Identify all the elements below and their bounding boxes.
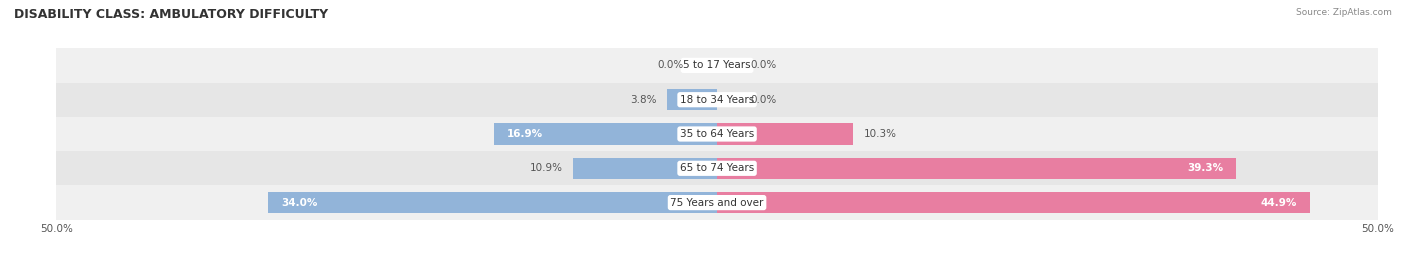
Bar [56,151,1378,185]
Bar [717,158,1236,179]
Bar [267,192,717,213]
Text: 10.3%: 10.3% [863,129,897,139]
Bar [717,123,853,145]
Text: 34.0%: 34.0% [281,198,318,208]
Text: 44.9%: 44.9% [1261,198,1298,208]
Text: 0.0%: 0.0% [658,60,685,70]
Bar [56,48,1378,83]
Text: 0.0%: 0.0% [751,60,776,70]
Text: 16.9%: 16.9% [508,129,543,139]
Bar [56,185,1378,220]
Text: Source: ZipAtlas.com: Source: ZipAtlas.com [1296,8,1392,17]
Text: 75 Years and over: 75 Years and over [671,198,763,208]
Text: 39.3%: 39.3% [1187,163,1223,173]
Text: 65 to 74 Years: 65 to 74 Years [681,163,754,173]
Text: 10.9%: 10.9% [530,163,562,173]
Bar [666,89,717,110]
Bar [494,123,717,145]
Bar [56,117,1378,151]
Text: 5 to 17 Years: 5 to 17 Years [683,60,751,70]
Text: DISABILITY CLASS: AMBULATORY DIFFICULTY: DISABILITY CLASS: AMBULATORY DIFFICULTY [14,8,328,21]
Bar [717,192,1310,213]
Text: 35 to 64 Years: 35 to 64 Years [681,129,754,139]
Text: 18 to 34 Years: 18 to 34 Years [681,95,754,105]
Text: 0.0%: 0.0% [751,95,776,105]
Bar [56,83,1378,117]
Text: 3.8%: 3.8% [630,95,657,105]
Bar [574,158,717,179]
